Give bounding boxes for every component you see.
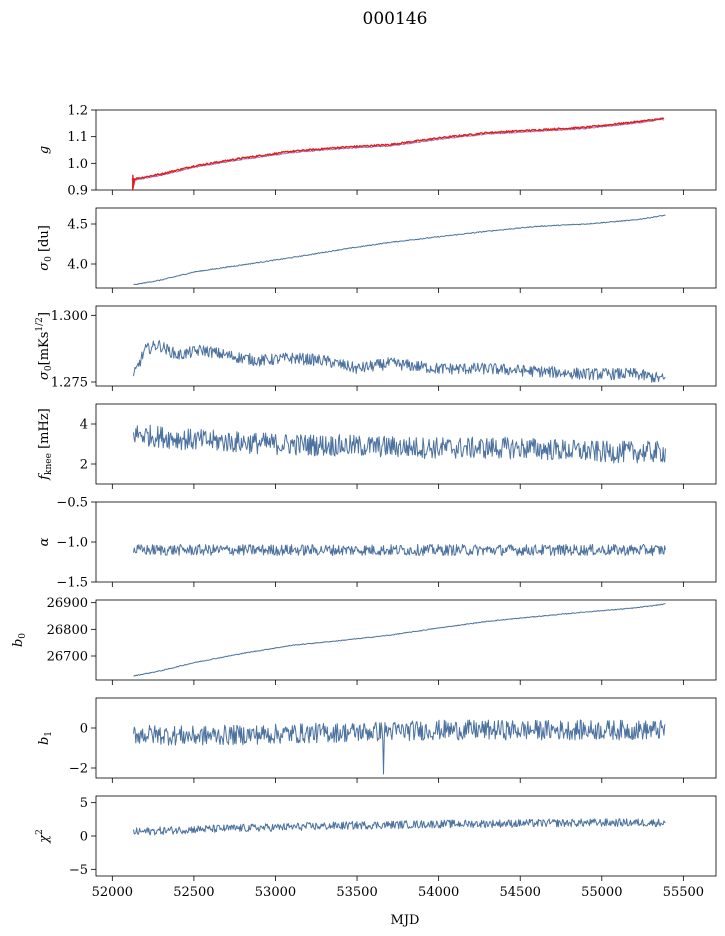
figure-title: 000146 — [363, 9, 428, 29]
panel-2: 4.0 4.5 σ0 [du] — [37, 207, 717, 293]
y-tick-label: −1.0 — [56, 536, 88, 551]
y-tick-label: 5 — [80, 796, 88, 811]
y-tick-label: −0.5 — [56, 496, 88, 511]
panel-7: −2 0 b1 — [37, 697, 717, 783]
y-tick-label: 26800 — [47, 623, 88, 638]
x-tick-label: 53000 — [255, 885, 296, 900]
y-tick-label: −5 — [69, 863, 88, 878]
y-tick-label: 1.1 — [67, 130, 88, 145]
panel-1: 0.9 1.0 1.1 1.2 g — [37, 104, 717, 199]
y-tick-label: 4.5 — [67, 218, 88, 233]
series-line — [133, 543, 666, 557]
y-axis-label: α — [37, 537, 52, 546]
y-axis-label: b0 — [11, 633, 28, 647]
series-line — [133, 214, 666, 285]
axes-frame — [95, 697, 717, 779]
x-tick-label: 55500 — [663, 885, 704, 900]
y-tick-label: 0 — [80, 830, 88, 845]
series-line — [133, 424, 666, 464]
x-tick-label: 55000 — [581, 885, 622, 900]
panel-5: −1.5 −1.0 −0.5 α — [37, 496, 717, 591]
y-tick-label: 1.300 — [51, 309, 88, 324]
y-axis-label: σ0[mKs1/2] — [35, 312, 54, 380]
series-line — [133, 818, 666, 836]
y-tick-label: 2 — [80, 458, 88, 473]
y-tick-label: 4 — [80, 418, 88, 433]
series-line — [131, 117, 665, 191]
x-axis-label: MJD — [391, 913, 420, 928]
series-line — [133, 340, 666, 383]
y-tick-label: 1.275 — [51, 376, 88, 391]
y-tick-label: −1.5 — [56, 576, 88, 591]
y-axis-label: b1 — [37, 731, 54, 745]
axes-frame — [95, 207, 717, 289]
y-tick-label: 1.0 — [67, 157, 88, 172]
y-tick-label: −2 — [69, 762, 88, 777]
x-tick-label: 54000 — [418, 885, 459, 900]
series-line — [133, 719, 666, 775]
series-line — [131, 118, 664, 182]
axes-frame — [95, 795, 717, 877]
y-tick-label: 0 — [80, 722, 88, 737]
axes-frame — [95, 403, 717, 485]
axes-frame — [95, 109, 717, 191]
y-tick-label: 1.2 — [67, 104, 88, 119]
y-tick-label: 0.9 — [67, 184, 88, 199]
axes-frame — [95, 501, 717, 583]
series-line — [133, 603, 666, 677]
y-tick-label: 26900 — [47, 596, 88, 611]
y-axis-label: g — [37, 146, 52, 154]
panel-6: 26700 26800 26900 b0 — [11, 596, 717, 685]
axes-frame — [95, 599, 717, 681]
y-tick-label: 26700 — [47, 650, 88, 665]
x-tick-label: 53500 — [336, 885, 377, 900]
y-axis-label: σ0 [du] — [37, 225, 54, 271]
panels: 0.9 1.0 1.1 1.2 g 4.0 4.5 σ0 [du] 1.275 1.300σ0[m… — [11, 104, 717, 900]
panel-4: 2 4 fknee [mHz] — [37, 403, 717, 489]
x-tick-label: 54500 — [500, 885, 541, 900]
panel-8: 52000 52500 53000 53500 54000 54500 55000 55500… — [35, 795, 717, 900]
axes-frame — [95, 305, 717, 387]
x-tick-label: 52500 — [173, 885, 214, 900]
y-axis-label: χ2 — [35, 829, 52, 844]
y-tick-label: 4.0 — [67, 258, 88, 273]
x-tick-label: 52000 — [92, 885, 133, 900]
y-axis-label: fknee [mHz] — [37, 408, 54, 481]
